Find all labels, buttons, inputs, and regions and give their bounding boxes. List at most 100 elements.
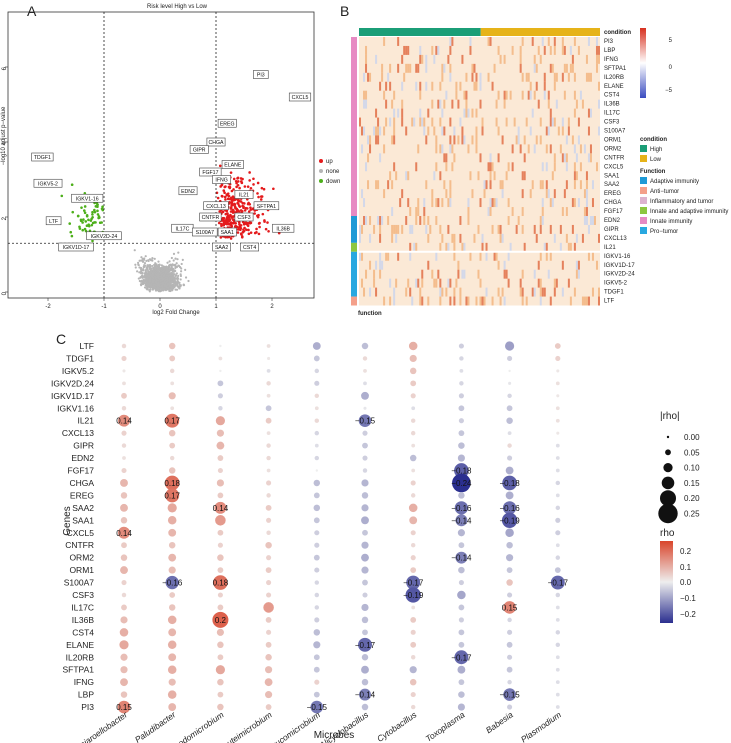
heatmap-cell <box>509 242 512 252</box>
heatmap-cell <box>539 296 542 306</box>
volcano-point <box>141 257 144 260</box>
heatmap-cell <box>421 278 424 288</box>
gene-label: IGKV1.16 <box>57 403 94 413</box>
heatmap-cell <box>499 233 502 243</box>
rho-dot <box>409 454 417 462</box>
heatmap-cell <box>523 171 526 181</box>
heatmap-row-label: SFTPA1 <box>604 66 627 72</box>
heatmap-cell <box>417 278 420 288</box>
heatmap-cell <box>577 260 580 270</box>
gene-label: CST4 <box>243 245 256 251</box>
volcano-point-up <box>236 202 240 205</box>
rho-dot <box>217 654 224 661</box>
gene-label: TDGF1 <box>34 155 51 161</box>
heatmap-cell <box>505 171 508 181</box>
heatmap-cell <box>471 63 474 73</box>
volcano-point <box>138 271 141 274</box>
volcano-point <box>147 271 151 274</box>
rho-dot <box>555 667 560 672</box>
rho-dot <box>458 405 465 412</box>
gene-label: SAA2 <box>72 503 94 513</box>
heatmap-cell <box>475 108 478 118</box>
rho-dot <box>452 473 471 493</box>
rho-dot <box>555 680 560 685</box>
heatmap-cell <box>417 63 420 73</box>
heatmap-cell <box>515 135 518 145</box>
volcano-point-up <box>242 205 245 208</box>
heatmap-cell <box>481 117 484 127</box>
heatmap-cell <box>567 117 570 127</box>
heatmap-cell <box>447 278 450 288</box>
heatmap-row-label: CXCL5 <box>604 164 624 170</box>
heatmap-cell <box>487 162 490 172</box>
heatmap-cell <box>405 126 408 136</box>
rho-dot <box>168 392 176 400</box>
rho-value-label: 0.15 <box>116 703 132 712</box>
volcano-point <box>168 263 171 267</box>
volcano-point-down <box>96 209 99 213</box>
heatmap-cell <box>587 37 590 46</box>
y-tick-label: 6 <box>2 66 8 70</box>
rho-dot <box>266 517 272 523</box>
gene-label-box <box>45 216 62 226</box>
heatmap-cell <box>441 198 444 208</box>
heatmap-cell <box>423 207 426 216</box>
volcano-point-up <box>227 185 231 189</box>
heatmap-cell <box>369 135 372 145</box>
volcano-point <box>139 267 143 270</box>
volcano-point <box>162 269 165 273</box>
heatmap-cell <box>413 242 416 252</box>
heatmap-cell <box>363 216 366 225</box>
volcano-point <box>176 258 179 261</box>
heatmap-cell <box>375 180 378 190</box>
heatmap-cell <box>393 287 396 297</box>
heatmap-cell <box>491 198 494 208</box>
color-legend-bar <box>660 541 673 623</box>
heatmap-cell <box>571 198 574 208</box>
heatmap-cell <box>401 189 404 199</box>
heatmap-row-label: EREG <box>604 191 621 197</box>
gene-label-box <box>288 92 312 102</box>
volcano-point <box>162 275 165 278</box>
volcano-point <box>157 287 160 291</box>
heatmap-cell <box>563 63 566 73</box>
rho-dot <box>458 430 465 437</box>
rho-dot <box>458 492 465 499</box>
volcano-point-up <box>246 202 250 206</box>
volcano-point-up <box>246 185 250 188</box>
heatmap-cell <box>597 126 600 136</box>
volcano-point-down <box>83 211 87 215</box>
heatmap-row-label: TDGF1 <box>604 290 624 296</box>
heatmap-cell <box>577 45 580 55</box>
heatmap-cell <box>513 117 516 127</box>
volcano-point-up <box>243 185 247 188</box>
volcano-point <box>179 284 182 287</box>
color-legend-tick: 0.0 <box>680 578 692 587</box>
volcano-point <box>140 271 144 275</box>
gene-label-box <box>58 242 94 252</box>
heatmap-cell <box>445 242 448 252</box>
heatmap-cell <box>393 90 396 100</box>
heatmap-cell <box>449 144 452 154</box>
heatmap-cell <box>583 189 586 199</box>
heatmap-cell <box>533 63 536 73</box>
heatmap-cell <box>369 233 372 243</box>
heatmap-cell <box>553 189 556 199</box>
rho-dot <box>214 501 227 514</box>
heatmap-cell <box>425 81 428 91</box>
heatmap-cell <box>585 296 588 306</box>
heatmap-cell <box>573 37 576 46</box>
volcano-point <box>140 256 143 259</box>
volcano-legend: up none down <box>319 159 340 185</box>
heatmap-cell <box>465 108 468 118</box>
rho-dot <box>314 406 319 411</box>
heatmap-cell <box>435 216 438 225</box>
volcano-point <box>150 269 153 272</box>
heatmap-cell <box>521 189 524 199</box>
volcano-point <box>178 287 181 290</box>
color-legend-tick: −0.1 <box>680 594 696 603</box>
heatmap-cell <box>467 207 470 216</box>
heatmap-cell <box>487 72 490 82</box>
heatmap-cell <box>387 251 390 261</box>
heatmap-cell <box>443 99 446 109</box>
